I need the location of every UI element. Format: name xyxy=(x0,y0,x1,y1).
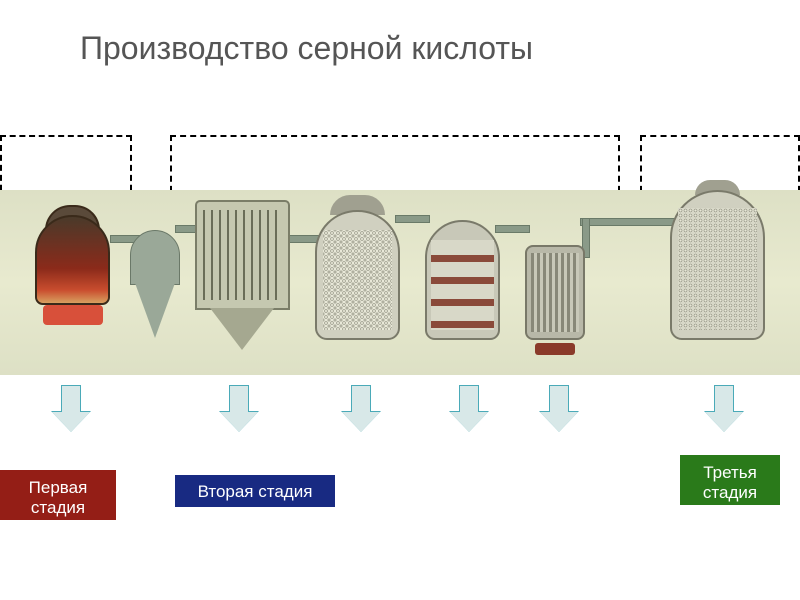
process-diagram xyxy=(0,135,800,375)
contact-apparatus-vessel xyxy=(425,210,500,355)
down-arrow-icon xyxy=(705,385,743,433)
pipe xyxy=(580,218,675,226)
cyclone-vessel xyxy=(130,230,180,350)
down-arrow-icon xyxy=(450,385,488,433)
down-arrow-icon xyxy=(342,385,380,433)
down-arrow-icon xyxy=(220,385,258,433)
stage3-label-text: Третья стадия xyxy=(703,463,757,502)
stage2-label-text: Вторая стадия xyxy=(198,482,313,501)
absorber-vessel xyxy=(670,180,765,355)
electrofilter-vessel xyxy=(195,190,290,355)
stage1-label-text: Первая стадия xyxy=(29,478,88,517)
stage3-label: Третья стадия xyxy=(680,455,780,505)
page-title: Производство серной кислоты xyxy=(80,30,533,67)
furnace-vessel xyxy=(25,205,120,355)
equipment-strip xyxy=(0,190,800,375)
stage1-label: Первая стадия xyxy=(0,470,116,520)
down-arrow-icon xyxy=(540,385,578,433)
heat-exchanger-vessel xyxy=(525,225,585,355)
drying-tower-vessel xyxy=(315,195,400,355)
stage2-label: Вторая стадия xyxy=(175,475,335,507)
down-arrow-icon xyxy=(52,385,90,433)
